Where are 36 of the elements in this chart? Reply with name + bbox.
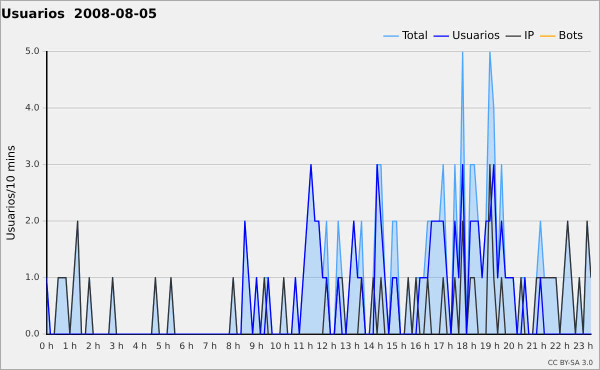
x-tick-label: 5 h <box>156 342 170 352</box>
x-tick-label: 17 h <box>433 342 454 352</box>
x-tick-label: 22 h <box>550 342 570 352</box>
x-tick-label: 0 h <box>39 342 54 352</box>
x-tick-label: 23 h <box>573 342 594 352</box>
legend-label: IP <box>524 28 535 42</box>
x-tick-label: 13 h <box>340 342 360 352</box>
x-tick-label: 6 h <box>179 342 194 352</box>
x-tick-label: 20 h <box>503 342 524 352</box>
y-tick-label: 1.0 <box>25 273 40 284</box>
x-tick-label: 16 h <box>410 342 430 352</box>
x-tick-label: 19 h <box>480 342 500 352</box>
x-tick-label: 14 h <box>363 342 384 352</box>
x-tick-label: 11 h <box>293 342 314 352</box>
y-tick-label: 4.0 <box>25 103 40 114</box>
x-tick-label: 3 h <box>109 342 124 352</box>
x-tick-label: 21 h <box>526 342 547 352</box>
legend-label: Total <box>401 28 428 42</box>
x-tick-label: 12 h <box>316 342 337 352</box>
x-tick-label: 2 h <box>86 342 100 352</box>
y-tick-label: 0.0 <box>25 330 40 340</box>
legend-label: Usuarios <box>452 28 500 42</box>
y-tick-label: 3.0 <box>25 160 40 170</box>
x-tick-label: 4 h <box>132 342 147 352</box>
x-tick-label: 1 h <box>62 342 77 352</box>
x-tick-label: 9 h <box>249 342 264 352</box>
y-axis-title: Usuarios/10 mins <box>4 145 18 241</box>
x-tick-label: 10 h <box>270 342 290 352</box>
chart-title: Usuarios 2008-08-05 <box>1 7 158 22</box>
x-tick-label: 15 h <box>386 342 407 352</box>
x-tick-label: 8 h <box>226 342 240 352</box>
x-tick-label: 18 h <box>456 342 477 352</box>
x-tick-label: 7 h <box>202 342 218 352</box>
y-tick-label: 2.0 <box>25 216 40 227</box>
legend-label: Bots <box>558 28 584 42</box>
y-tick-label: 5.0 <box>25 46 40 57</box>
